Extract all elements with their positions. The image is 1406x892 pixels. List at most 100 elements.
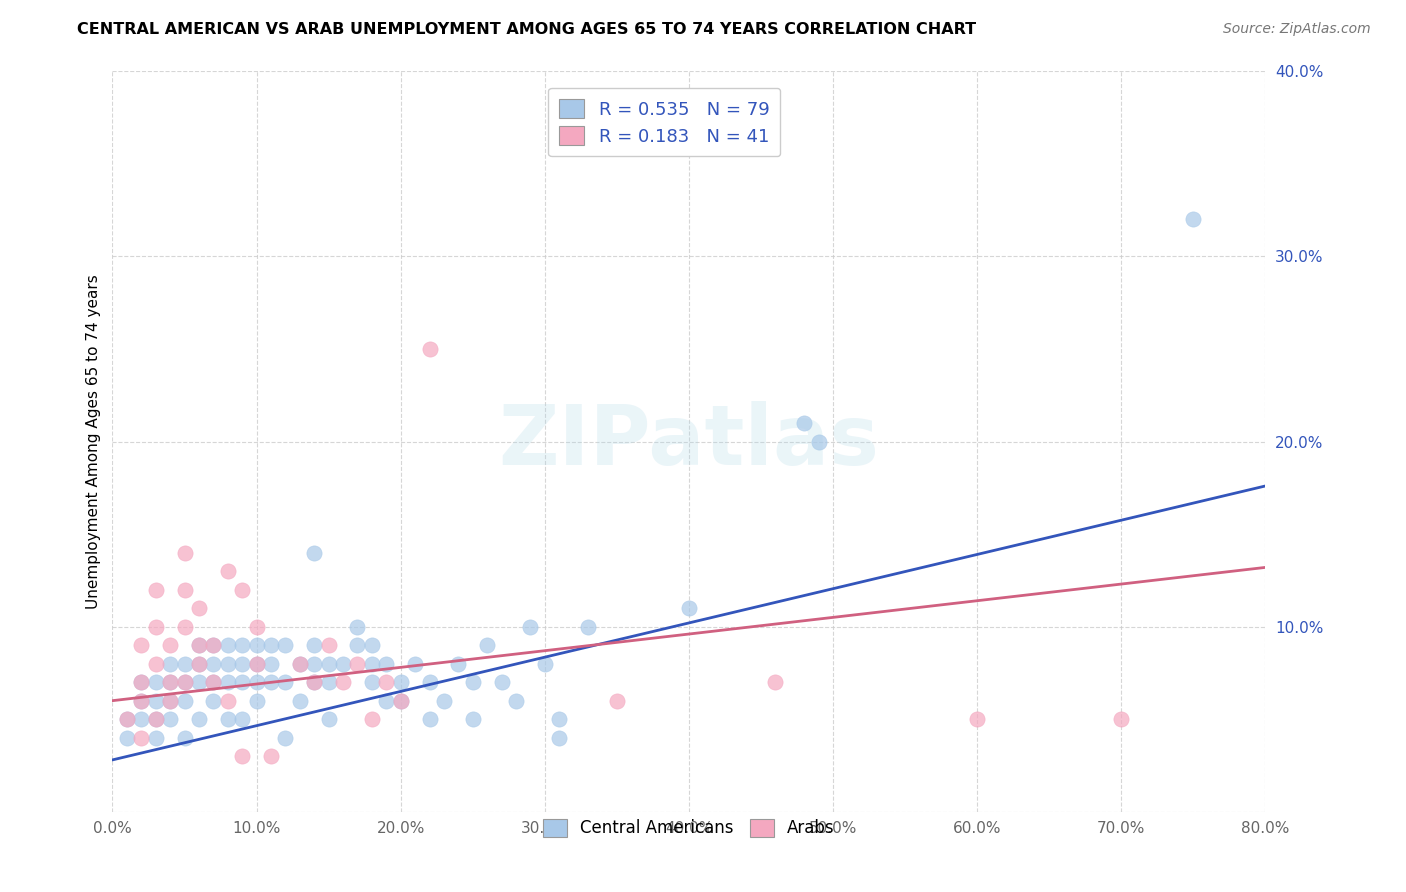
Point: [304, 675, 326, 690]
Point: [115, 731, 138, 745]
Point: [202, 675, 225, 690]
Point: [173, 619, 195, 633]
Point: [217, 657, 239, 671]
Point: [318, 675, 340, 690]
Point: [202, 694, 225, 708]
Point: [188, 657, 211, 671]
Point: [159, 638, 181, 652]
Point: [475, 638, 499, 652]
Point: [145, 675, 167, 690]
Point: [173, 731, 195, 745]
Point: [534, 657, 557, 671]
Legend: Central Americans, Arabs: Central Americans, Arabs: [537, 812, 841, 844]
Point: [246, 657, 269, 671]
Point: [318, 657, 340, 671]
Point: [173, 675, 195, 690]
Point: [793, 416, 815, 430]
Point: [1111, 712, 1133, 726]
Point: [375, 657, 398, 671]
Point: [173, 582, 195, 597]
Point: [159, 675, 181, 690]
Point: [202, 638, 225, 652]
Point: [346, 619, 368, 633]
Point: [389, 694, 412, 708]
Point: [217, 694, 239, 708]
Point: [231, 675, 253, 690]
Point: [173, 694, 195, 708]
Point: [419, 342, 441, 356]
Point: [217, 712, 239, 726]
Point: [461, 712, 484, 726]
Point: [404, 657, 426, 671]
Point: [260, 638, 283, 652]
Y-axis label: Unemployment Among Ages 65 to 74 years: Unemployment Among Ages 65 to 74 years: [86, 274, 101, 609]
Point: [346, 657, 368, 671]
Point: [159, 657, 181, 671]
Point: [288, 657, 311, 671]
Point: [332, 675, 354, 690]
Point: [318, 712, 340, 726]
Point: [360, 675, 382, 690]
Point: [231, 638, 253, 652]
Point: [332, 657, 354, 671]
Point: [419, 712, 441, 726]
Point: [966, 712, 988, 726]
Point: [246, 638, 269, 652]
Point: [461, 675, 484, 690]
Point: [246, 675, 269, 690]
Point: [159, 712, 181, 726]
Point: [505, 694, 527, 708]
Point: [576, 619, 599, 633]
Point: [145, 731, 167, 745]
Point: [375, 694, 398, 708]
Point: [274, 675, 297, 690]
Point: [129, 694, 153, 708]
Point: [360, 657, 382, 671]
Point: [145, 582, 167, 597]
Point: [433, 694, 456, 708]
Point: [389, 675, 412, 690]
Point: [115, 712, 138, 726]
Text: Source: ZipAtlas.com: Source: ZipAtlas.com: [1223, 22, 1371, 37]
Point: [217, 675, 239, 690]
Point: [159, 694, 181, 708]
Point: [447, 657, 470, 671]
Point: [129, 675, 153, 690]
Point: [389, 694, 412, 708]
Point: [202, 675, 225, 690]
Point: [765, 675, 787, 690]
Point: [129, 675, 153, 690]
Point: [304, 638, 326, 652]
Point: [519, 619, 541, 633]
Point: [260, 749, 283, 764]
Point: [260, 675, 283, 690]
Point: [129, 638, 153, 652]
Point: [159, 694, 181, 708]
Point: [346, 638, 368, 652]
Point: [288, 694, 311, 708]
Point: [188, 638, 211, 652]
Point: [548, 731, 571, 745]
Point: [145, 657, 167, 671]
Point: [231, 582, 253, 597]
Point: [188, 712, 211, 726]
Point: [606, 694, 628, 708]
Point: [173, 657, 195, 671]
Point: [188, 657, 211, 671]
Point: [807, 434, 830, 449]
Point: [246, 619, 269, 633]
Point: [304, 675, 326, 690]
Point: [145, 694, 167, 708]
Point: [548, 712, 571, 726]
Point: [188, 675, 211, 690]
Point: [129, 712, 153, 726]
Point: [217, 564, 239, 578]
Point: [217, 638, 239, 652]
Point: [260, 657, 283, 671]
Point: [115, 712, 138, 726]
Text: CENTRAL AMERICAN VS ARAB UNEMPLOYMENT AMONG AGES 65 TO 74 YEARS CORRELATION CHAR: CENTRAL AMERICAN VS ARAB UNEMPLOYMENT AM…: [77, 22, 976, 37]
Point: [159, 675, 181, 690]
Point: [304, 657, 326, 671]
Point: [360, 712, 382, 726]
Point: [419, 675, 441, 690]
